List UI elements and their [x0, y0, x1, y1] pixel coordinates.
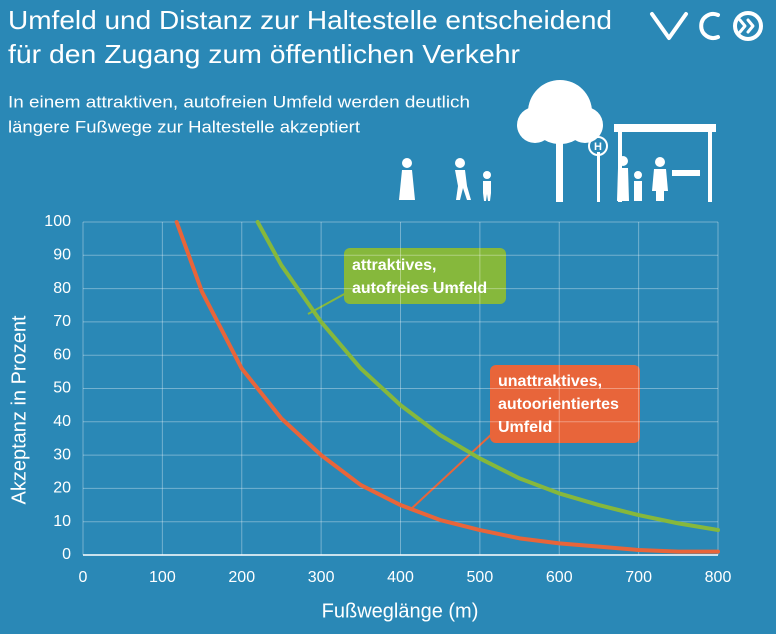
x-tick-label: 200	[228, 569, 255, 586]
leader-line	[409, 431, 495, 511]
annotation-text: autoorientiertes	[498, 396, 619, 413]
x-tick-label: 0	[79, 569, 88, 586]
y-tick-label: 100	[44, 213, 71, 230]
x-tick-label: 600	[546, 569, 573, 586]
annotation-text: Umfeld	[498, 419, 552, 436]
y-tick-label: 0	[62, 546, 71, 563]
y-tick-label: 50	[53, 380, 71, 397]
annotation-text: attraktives,	[352, 257, 437, 274]
y-tick-label: 80	[53, 280, 71, 297]
data-line	[174, 220, 720, 554]
y-tick-label: 60	[53, 346, 71, 363]
annotation-box	[344, 248, 506, 304]
x-tick-label: 800	[705, 569, 732, 586]
y-tick-label: 10	[53, 513, 71, 530]
x-tick-label: 400	[387, 569, 414, 586]
annotation-text: unattraktives,	[498, 373, 602, 390]
y-tick-label: 20	[53, 480, 71, 497]
title-line: für den Zugang zum öffentlichen Verkehr	[8, 39, 520, 69]
logo	[650, 11, 763, 41]
sign-label: H	[594, 141, 602, 153]
y-tick-label: 30	[53, 446, 71, 463]
y-tick-label: 90	[53, 247, 71, 264]
illustration: H	[399, 80, 716, 202]
y-tick-label: 70	[53, 313, 71, 330]
subtitle-line: längere Fußwege zur Haltestelle akzeptie…	[8, 117, 360, 136]
x-tick-label: 500	[467, 569, 494, 586]
annotation-text: autofreies Umfeld	[352, 280, 487, 297]
data-line	[255, 220, 720, 533]
title-line: Umfeld und Distanz zur Haltestelle entsc…	[8, 5, 612, 35]
subtitle-line: In einem attraktiven, autofreien Umfeld …	[8, 92, 470, 111]
y-tick-label: 40	[53, 413, 71, 430]
x-tick-label: 700	[625, 569, 652, 586]
x-axis-label: Fußweglänge (m)	[322, 600, 479, 622]
annotation-box	[490, 365, 640, 443]
x-tick-label: 100	[149, 569, 176, 586]
x-tick-label: 300	[308, 569, 335, 586]
y-axis-label: Akzeptanz in Prozent	[8, 315, 30, 504]
